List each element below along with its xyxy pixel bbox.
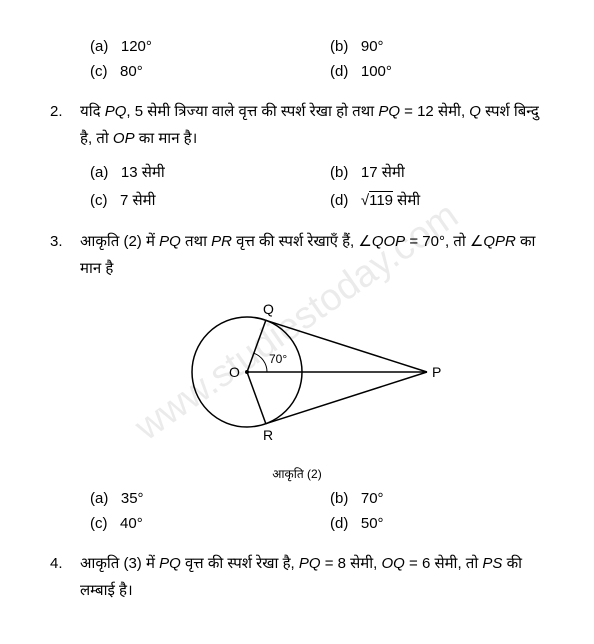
- option-label: (b): [330, 38, 348, 55]
- q3-options-row2: (c) 40° (d) 50°: [90, 515, 544, 532]
- var-qpr: QPR: [483, 233, 516, 250]
- q2-options-row2: (c) 7 सेमी (d) √119 सेमी: [90, 190, 544, 210]
- var-pq: PQ: [299, 555, 321, 572]
- q3-option-a: (a) 35°: [90, 490, 330, 507]
- text: वृत्त की स्पर्श रेखा है,: [181, 555, 299, 572]
- option-label: (a): [90, 164, 108, 181]
- line-pr: [266, 372, 427, 424]
- option-label: (d): [330, 515, 348, 532]
- question-text: यदि PQ, 5 सेमी त्रिज्या वाले वृत्त की स्…: [80, 98, 544, 152]
- figure-2: 70° Q O P R आकृति (2): [50, 297, 544, 482]
- var-oq: OQ: [382, 555, 405, 572]
- q2-option-d: (d) √119 सेमी: [330, 190, 544, 210]
- q3-option-c: (c) 40°: [90, 515, 330, 532]
- label-p: P: [432, 364, 441, 380]
- q1-options-row1: (a) 120° (b) 90°: [90, 38, 544, 55]
- text: यदि: [80, 103, 105, 120]
- question-number: 4.: [50, 550, 80, 604]
- q2-option-a: (a) 13 सेमी: [90, 162, 330, 182]
- line-pq: [266, 320, 427, 372]
- option-value: 13 सेमी: [121, 164, 165, 181]
- q1-option-b: (b) 90°: [330, 38, 544, 55]
- option-value: 120°: [121, 38, 152, 55]
- text: , 5 सेमी त्रिज्या वाले वृत्त की स्पर्श र…: [126, 103, 378, 120]
- var-q: Q: [469, 103, 481, 120]
- var-pq: PQ: [159, 233, 181, 250]
- text: वृत्त की स्पर्श रेखाएँ हैं, ∠: [232, 233, 372, 250]
- question-number: 2.: [50, 98, 80, 152]
- q2-options-row1: (a) 13 सेमी (b) 17 सेमी: [90, 162, 544, 182]
- label-r: R: [263, 427, 273, 443]
- figure-caption: आकृति (2): [50, 465, 544, 482]
- angle-arc: [254, 353, 267, 372]
- var-ps: PS: [482, 555, 502, 572]
- option-value: 7 सेमी: [120, 192, 156, 209]
- label-o: O: [229, 364, 240, 380]
- q3-options-row1: (a) 35° (b) 70°: [90, 490, 544, 507]
- option-value: 35°: [121, 490, 144, 507]
- question-2: 2. यदि PQ, 5 सेमी त्रिज्या वाले वृत्त की…: [50, 98, 544, 152]
- option-label: (b): [330, 164, 348, 181]
- text: तथा: [181, 233, 211, 250]
- q1-option-d: (d) 100°: [330, 63, 544, 80]
- option-value: 80°: [120, 63, 143, 80]
- q2-option-b: (b) 17 सेमी: [330, 162, 544, 182]
- option-value: 17 सेमी: [361, 164, 405, 181]
- sqrt-num: 119: [369, 192, 393, 209]
- var-pq: PQ: [159, 555, 181, 572]
- option-value: 50°: [361, 515, 384, 532]
- option-value: 40°: [120, 515, 143, 532]
- angle-label: 70°: [269, 352, 287, 366]
- question-text: आकृति (3) में PQ वृत्त की स्पर्श रेखा है…: [80, 550, 544, 604]
- option-value: √119 सेमी: [361, 192, 420, 209]
- text: का मान है।: [135, 130, 198, 147]
- q1-option-c: (c) 80°: [90, 63, 330, 80]
- option-value: 100°: [361, 63, 392, 80]
- q1-option-a: (a) 120°: [90, 38, 330, 55]
- option-label: (a): [90, 38, 108, 55]
- var-pq: PQ: [105, 103, 127, 120]
- option-label: (d): [330, 192, 348, 209]
- question-text: आकृति (2) में PQ तथा PR वृत्त की स्पर्श …: [80, 228, 544, 282]
- line-or: [247, 372, 266, 424]
- option-label: (c): [90, 192, 108, 209]
- option-label: (c): [90, 515, 108, 532]
- text: आकृति (2) में: [80, 233, 159, 250]
- var-pr: PR: [211, 233, 232, 250]
- q3-option-d: (d) 50°: [330, 515, 544, 532]
- q2-option-c: (c) 7 सेमी: [90, 190, 330, 210]
- var-pq: PQ: [378, 103, 400, 120]
- option-value: 90°: [361, 38, 384, 55]
- option-label: (d): [330, 63, 348, 80]
- unit: सेमी: [393, 192, 420, 209]
- q3-option-b: (b) 70°: [330, 490, 544, 507]
- line-oq: [247, 320, 266, 372]
- option-value: 70°: [361, 490, 384, 507]
- circle-tangent-diagram: 70° Q O P R: [147, 297, 447, 457]
- text: आकृति (3) में: [80, 555, 159, 572]
- var-op: OP: [113, 130, 135, 147]
- text: = 8 सेमी,: [321, 555, 382, 572]
- text: = 70°, तो ∠: [405, 233, 483, 250]
- text: = 12 सेमी,: [400, 103, 469, 120]
- text: = 6 सेमी, तो: [405, 555, 483, 572]
- option-label: (a): [90, 490, 108, 507]
- sqrt-sign: √: [361, 192, 369, 209]
- question-number: 3.: [50, 228, 80, 282]
- option-label: (b): [330, 490, 348, 507]
- option-label: (c): [90, 63, 108, 80]
- var-qop: QOP: [372, 233, 405, 250]
- label-q: Q: [263, 301, 274, 317]
- question-3: 3. आकृति (2) में PQ तथा PR वृत्त की स्पर…: [50, 228, 544, 282]
- q1-options-row2: (c) 80° (d) 100°: [90, 63, 544, 80]
- question-4: 4. आकृति (3) में PQ वृत्त की स्पर्श रेखा…: [50, 550, 544, 604]
